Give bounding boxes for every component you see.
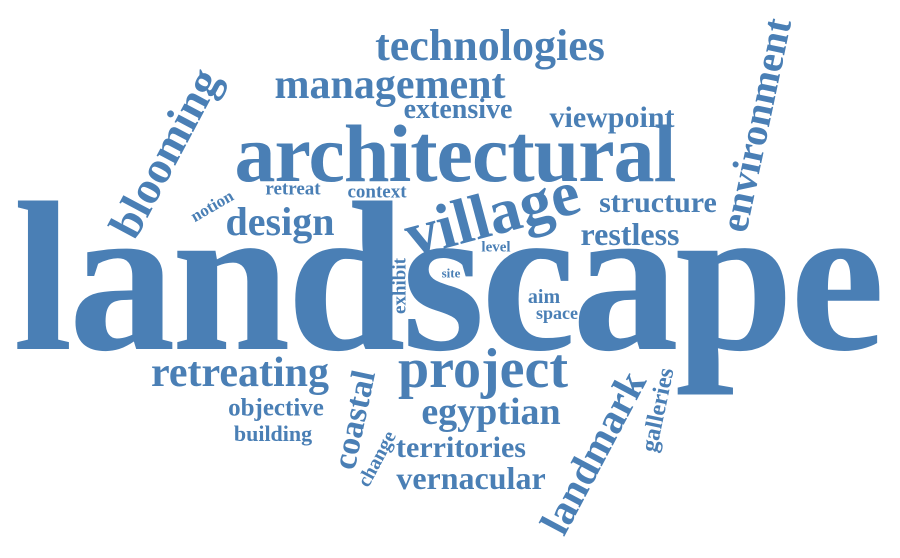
word-egyptian: egyptian xyxy=(421,391,561,433)
word-building: building xyxy=(233,421,313,446)
word-vernacular: vernacular xyxy=(396,460,546,496)
word-restless: restless xyxy=(580,216,680,252)
word-management: management xyxy=(274,62,506,108)
word-site: site xyxy=(441,265,461,281)
word-project: project xyxy=(398,338,568,400)
word-technologies: technologies xyxy=(375,21,605,70)
word-exhibit: exhibit xyxy=(389,258,411,314)
word-structure: structure xyxy=(599,186,717,219)
word-retreating: retreating xyxy=(150,350,330,396)
word-viewpoint: viewpoint xyxy=(549,101,675,134)
word-context: context xyxy=(347,181,407,203)
word-territories: territories xyxy=(396,431,526,464)
word-level: level xyxy=(481,239,511,256)
word-architectural: architectural xyxy=(234,108,677,199)
word-objective: objective xyxy=(228,394,324,422)
word-landscape: landscape xyxy=(13,159,885,396)
word-retreat: retreat xyxy=(265,178,321,200)
word-space: space xyxy=(536,303,578,323)
word-design: design xyxy=(225,199,335,244)
word-aim: aim xyxy=(527,286,561,308)
word-extensive: extensive xyxy=(403,94,513,125)
